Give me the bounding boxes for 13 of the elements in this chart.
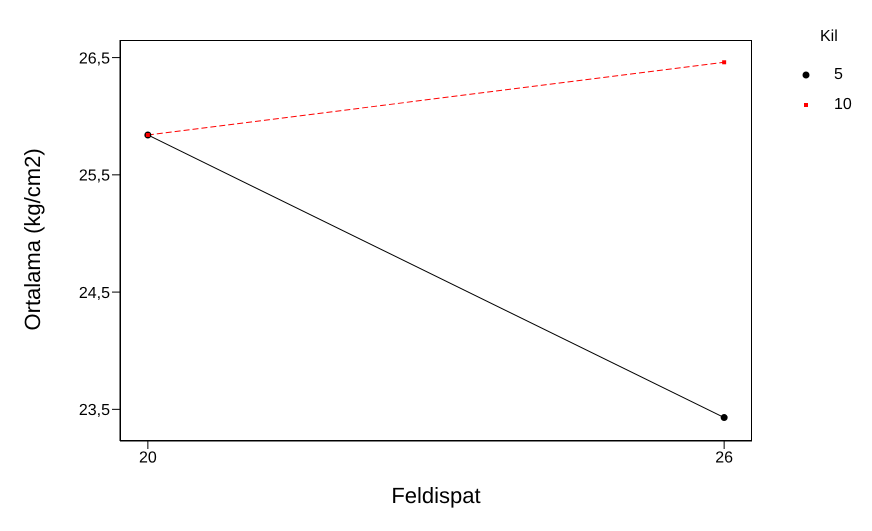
x-axis-title: Feldispat [391, 483, 481, 508]
legend-title: Kil [820, 28, 839, 46]
legend-label: 5 [834, 66, 843, 84]
x-tick-label: 26 [715, 449, 734, 466]
y-tick-label: 25,5 [78, 168, 110, 185]
legend-label: 10 [834, 96, 852, 114]
point [722, 60, 726, 64]
x-tick-label: 20 [138, 449, 157, 466]
y-tick-label: 26,5 [78, 50, 110, 68]
y-tick-label: 24,5 [78, 284, 110, 302]
point [720, 414, 728, 422]
y-axis-title: Ortalama (kg/cm2) [20, 148, 45, 330]
y-tick-label: 23,5 [78, 402, 110, 420]
